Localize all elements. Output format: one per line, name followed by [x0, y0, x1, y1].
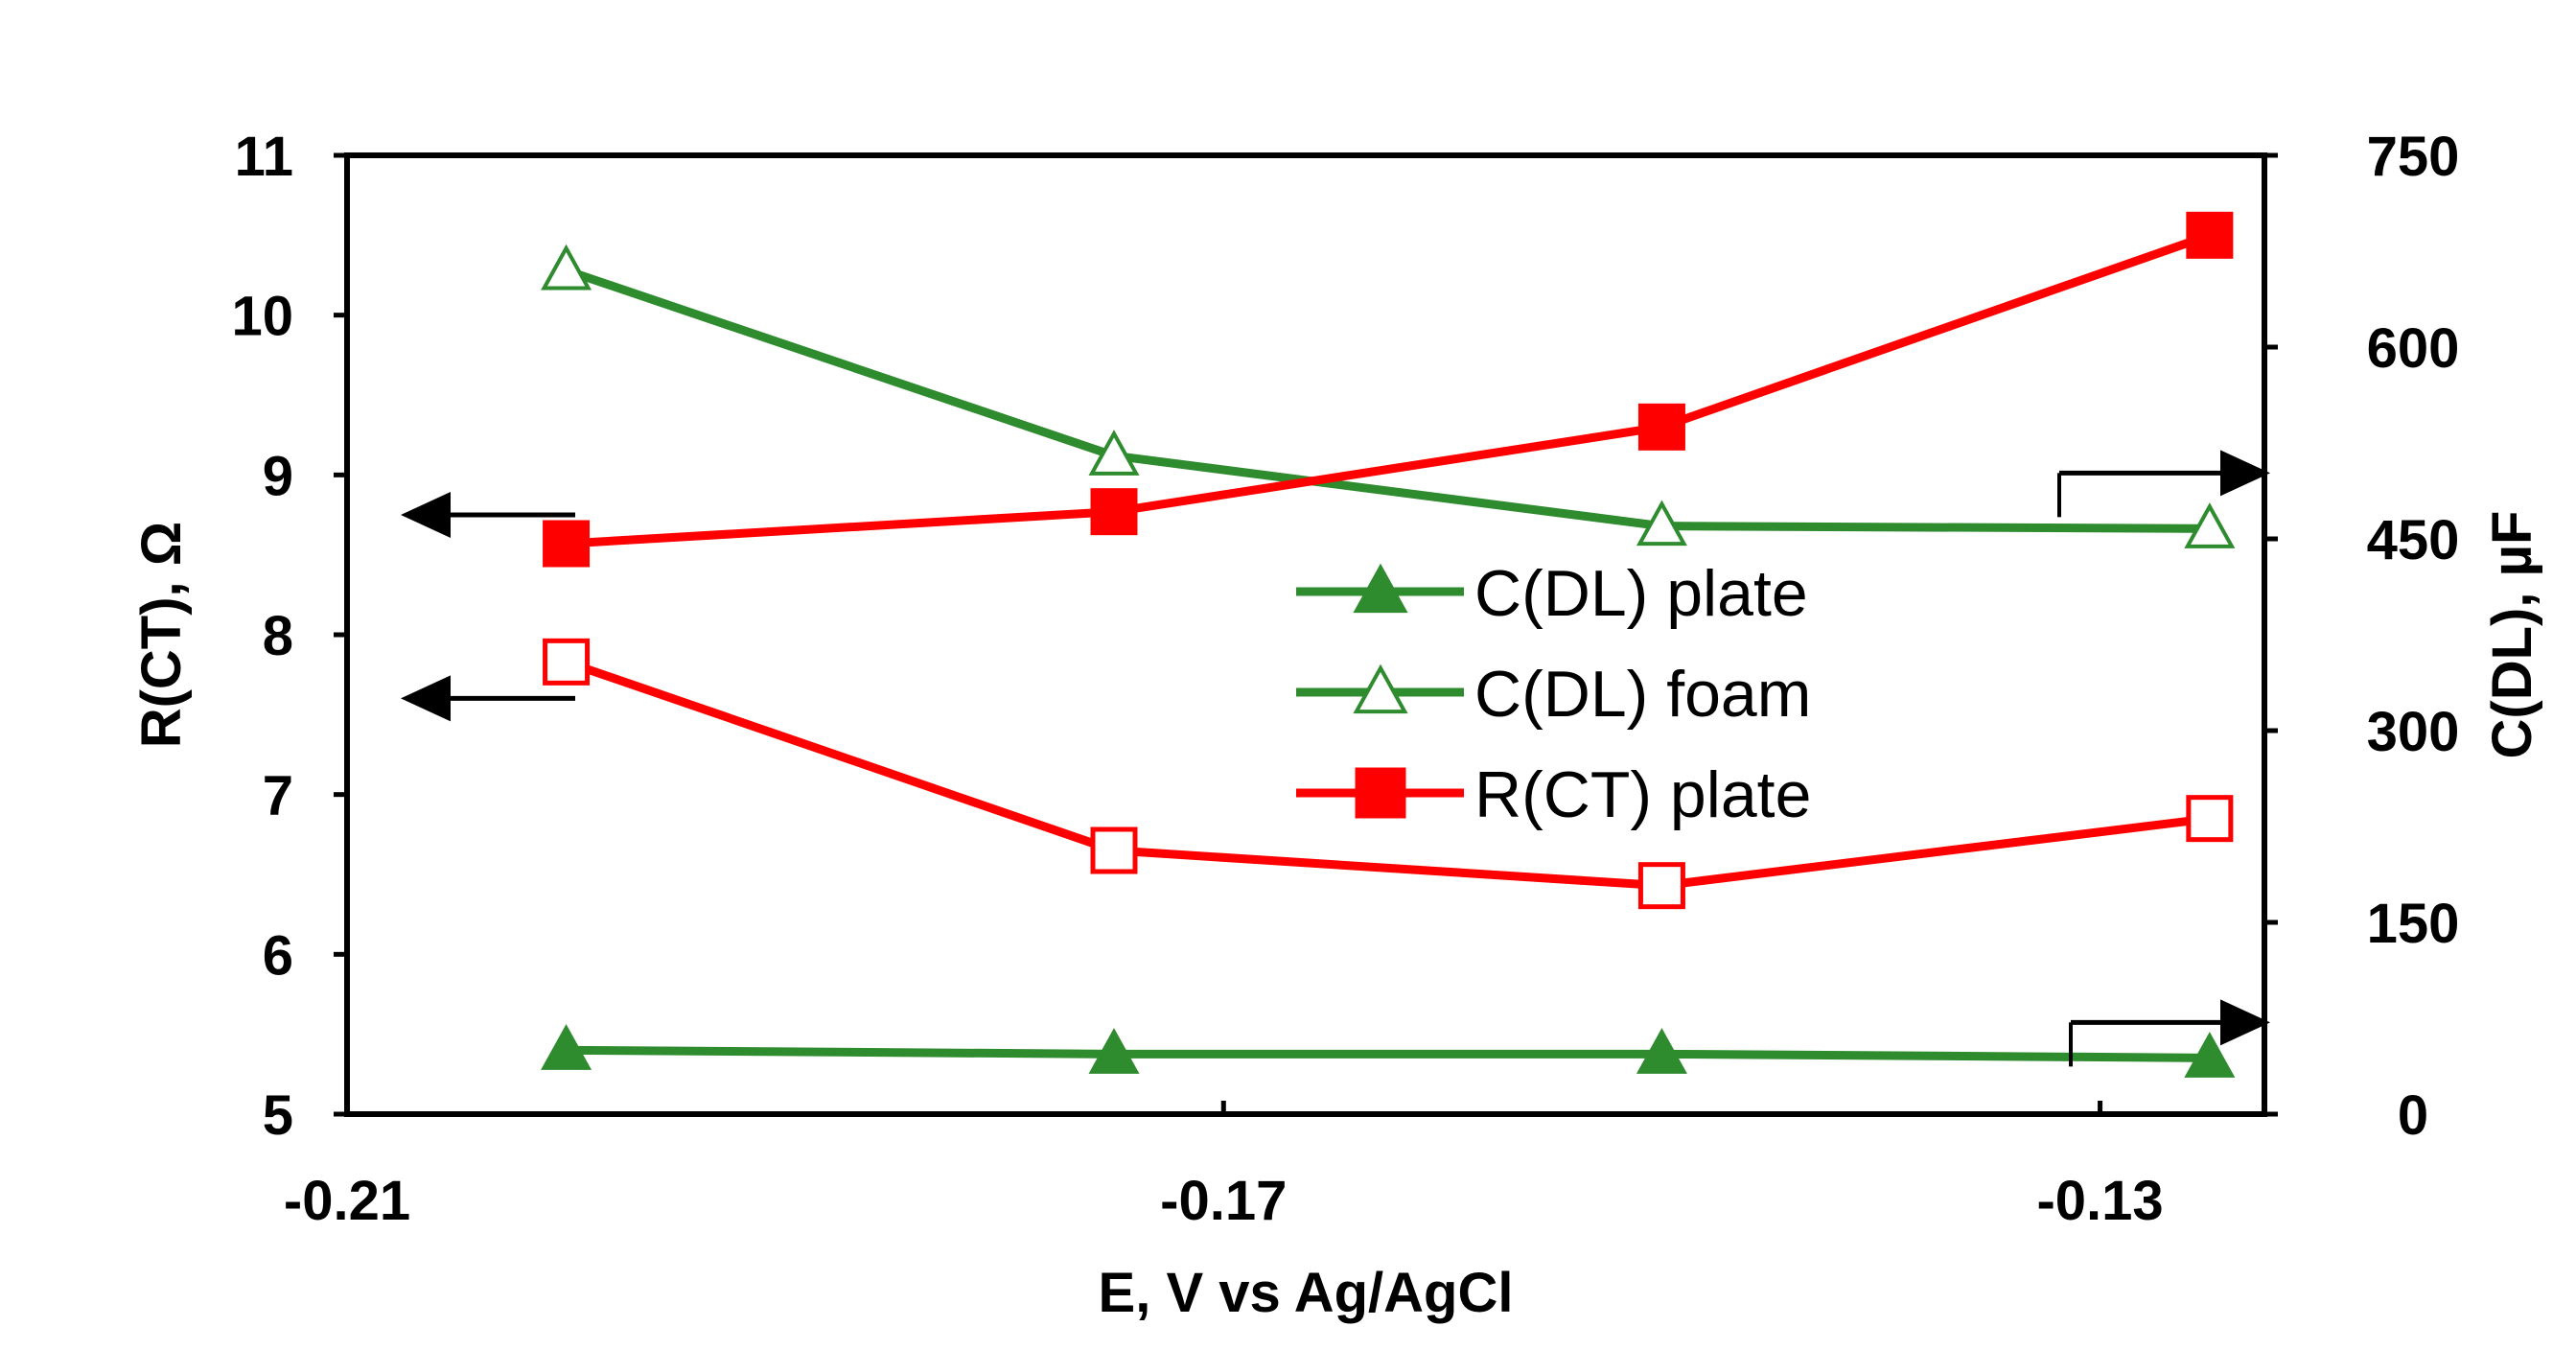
arrow-to-right-axis: [2069, 999, 2270, 1067]
y-right-tick-label: 300: [2367, 701, 2460, 763]
arrow-to-right-axis: [2057, 450, 2270, 518]
data-point: [543, 520, 591, 568]
arrow-to-left-axis: [401, 675, 575, 722]
arrow-head: [401, 675, 451, 722]
annotation-arrows: [401, 450, 2270, 1067]
data-point: [2186, 211, 2234, 259]
x-tick-label: -0.21: [284, 1170, 410, 1232]
arrow-head: [401, 492, 451, 538]
series-r-ct-foam: [543, 638, 2234, 910]
data-point: [2186, 795, 2234, 843]
y-axis-left-title: R(CT), Ω: [130, 522, 193, 749]
y-axis-right-title: C(DL), µF: [2481, 511, 2543, 759]
y-right-tick-label: 450: [2367, 509, 2460, 571]
series-r-ct-plate: [543, 211, 2234, 568]
data-point: [2184, 1032, 2236, 1078]
arrow-to-left-axis: [401, 492, 575, 538]
data-point: [1636, 500, 1687, 547]
legend: C(DL) plate C(DL) foam R(CT) plate: [1296, 557, 1811, 831]
x-tick-label: -0.17: [1160, 1170, 1287, 1232]
legend-label: C(DL) plate: [1474, 557, 1808, 630]
data-point: [543, 638, 591, 686]
y-right-tick-label: 0: [2398, 1084, 2428, 1147]
y-left-tick-label: 6: [263, 924, 293, 987]
legend-entry: R(CT) plate: [1296, 758, 1811, 831]
legend-label: C(DL) foam: [1474, 658, 1811, 731]
data-point: [1090, 488, 1138, 536]
data-point: [1636, 1028, 1687, 1074]
x-axis-title: E, V vs Ag/AgCl: [1099, 1262, 1514, 1324]
legend-marker: [1353, 563, 1408, 614]
x-tick-label: -0.13: [2036, 1170, 2163, 1232]
legend-entry: C(DL) plate: [1296, 557, 1808, 630]
series-layer: [541, 211, 2236, 1078]
legend-entry: C(DL) foam: [1296, 658, 1811, 731]
series-c-dl-foam: [541, 244, 2236, 548]
data-point: [1088, 430, 1140, 476]
data-point: [1090, 826, 1138, 874]
data-point: [1637, 403, 1685, 451]
data-point: [541, 244, 592, 291]
data-point: [1637, 862, 1685, 910]
y-right-tick-label: 150: [2367, 893, 2460, 955]
series-line: [566, 1045, 2210, 1062]
axes: -0.21 -0.17 -0.13 5 6 7 8 9 10 11 0 150 300 450 600 750: [231, 126, 2459, 1232]
data-point: [1088, 1028, 1140, 1074]
arrow-head: [2220, 999, 2270, 1046]
data-point: [2184, 502, 2236, 548]
series-c-dl-plate: [541, 1024, 2236, 1078]
series-line: [565, 266, 2210, 533]
y-right-tick-label: 600: [2367, 317, 2460, 380]
y-left-tick-label: 11: [235, 126, 293, 188]
legend-label: R(CT) plate: [1474, 758, 1811, 831]
y-left-tick-label: 7: [263, 765, 293, 827]
y-right-tick-label: 750: [2367, 126, 2460, 188]
y-left-tick-label: 9: [263, 445, 293, 507]
series-line: [565, 658, 2211, 891]
series-line: [566, 231, 2212, 548]
data-point: [541, 1024, 592, 1070]
arrow-head: [2220, 450, 2270, 497]
y-left-tick-label: 8: [263, 605, 293, 667]
legend-marker: [1353, 663, 1408, 714]
legend-marker: [1355, 767, 1406, 819]
y-left-tick-label: 5: [263, 1084, 293, 1147]
y-left-tick-label: 10: [231, 286, 293, 348]
